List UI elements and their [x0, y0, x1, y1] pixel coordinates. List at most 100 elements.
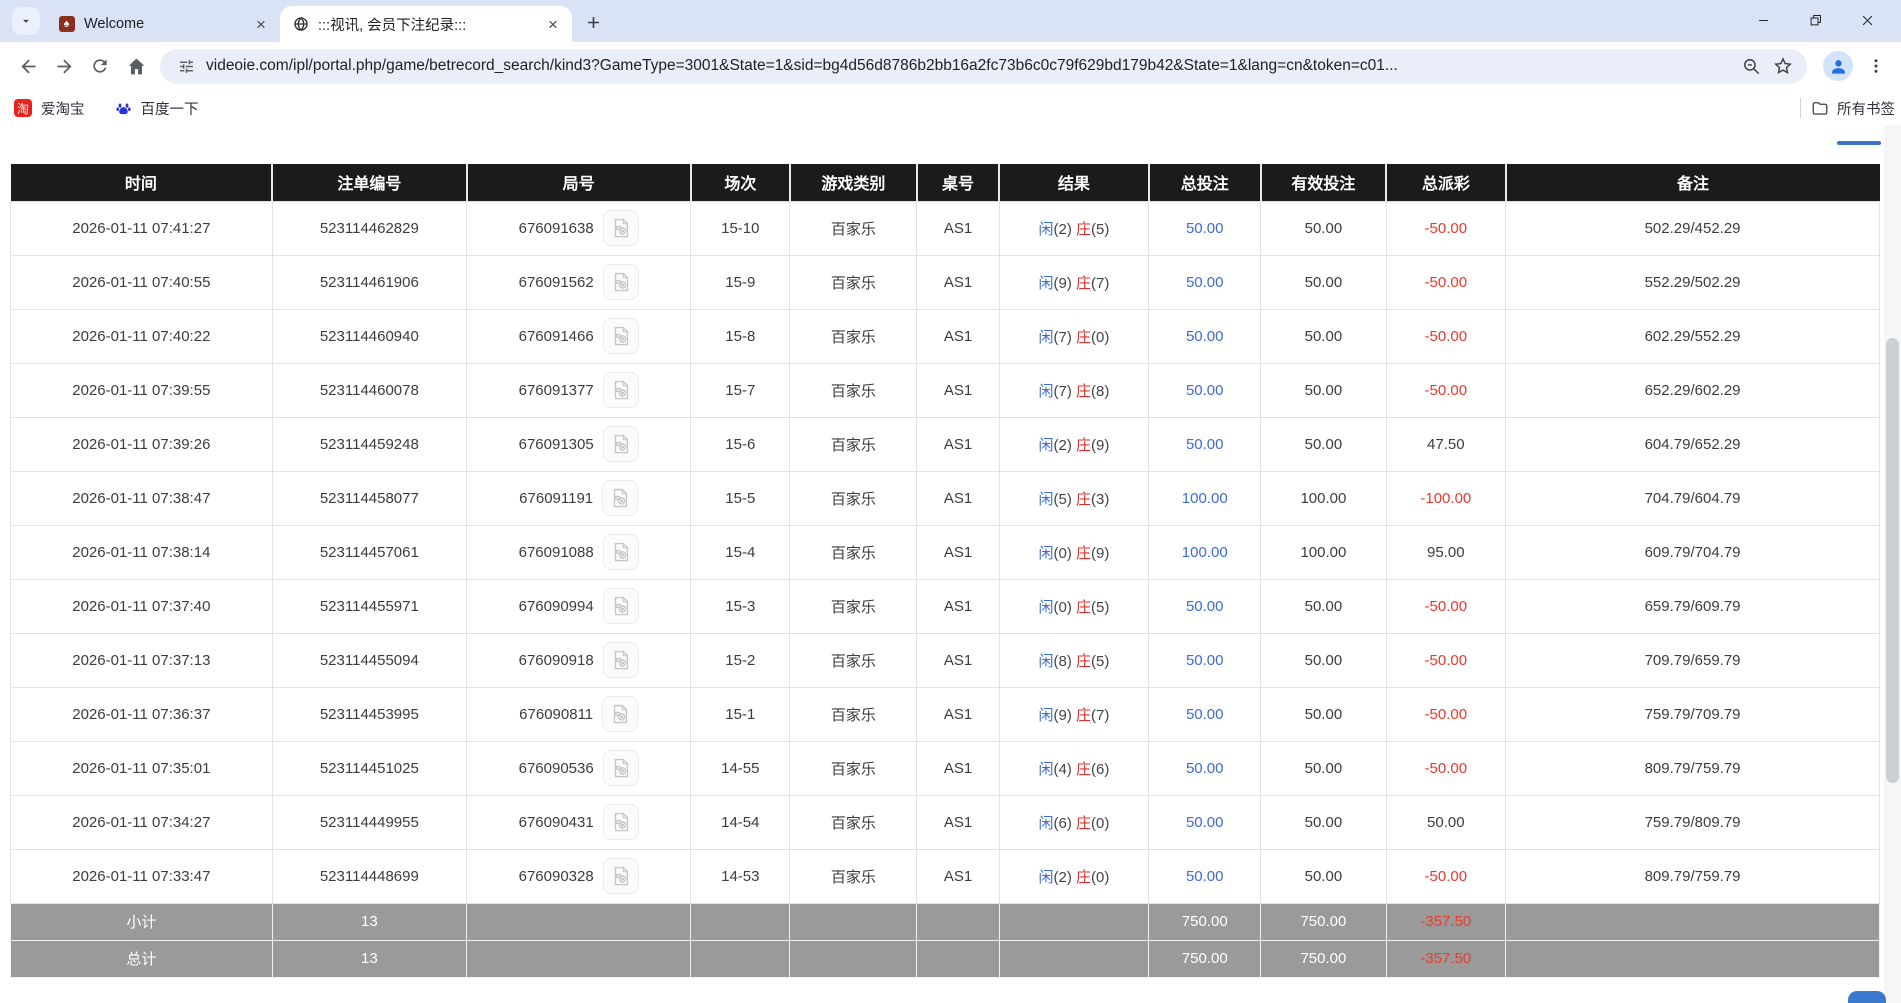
video-replay-button[interactable] [602, 318, 639, 354]
cell-total-bet[interactable]: 50.00 [1148, 200, 1262, 256]
result-banker: 庄 [1076, 868, 1092, 886]
tab-close-icon[interactable]: × [256, 14, 266, 34]
result-banker-score: (7) [1091, 274, 1110, 292]
cell-total-bet[interactable]: 50.00 [1148, 686, 1262, 742]
video-replay-button[interactable] [602, 642, 639, 678]
tab-search-button[interactable] [12, 7, 40, 35]
cell-round: 676091562 [466, 254, 692, 310]
cell-total-bet[interactable]: 50.00 [1148, 578, 1262, 634]
cell-total-bet[interactable]: 100.00 [1148, 524, 1262, 580]
cell-note: 809.79/759.79 [1505, 848, 1880, 904]
restore-button[interactable] [1789, 3, 1841, 37]
table-row: 2026-01-11 07:41:27 523114462829 676091638… [10, 200, 1880, 256]
minimize-button[interactable] [1737, 3, 1789, 37]
bookmark-star-button[interactable] [1767, 50, 1799, 82]
cell-valid-bet: 50.00 [1260, 632, 1387, 688]
cell-round: 676090431 [466, 794, 692, 850]
cell-time: 2026-01-11 07:34:27 [10, 794, 273, 850]
tab-close-icon[interactable]: × [548, 14, 558, 34]
address-bar[interactable]: videoie.com/ipl/portal.php/game/betrecor… [160, 48, 1807, 84]
cell-result: 闲(5) 庄(3) [998, 470, 1150, 526]
round-number: 676090811 [519, 705, 594, 723]
video-replay-button[interactable] [602, 696, 639, 732]
empty-cell [1505, 902, 1880, 941]
cell-session: 14-55 [690, 740, 791, 796]
zoom-indicator-button[interactable] [1735, 50, 1767, 82]
cell-session: 15-6 [690, 416, 791, 472]
cell-game-type: 百家乐 [789, 578, 918, 634]
video-replay-button[interactable] [602, 804, 639, 840]
tab-bet-record[interactable]: :::视讯, 会员下注纪录::: × [280, 6, 572, 42]
cell-total-bet[interactable]: 50.00 [1148, 848, 1262, 904]
home-button[interactable] [118, 48, 154, 84]
cell-payout: -50.00 [1385, 632, 1507, 688]
cell-total-bet[interactable]: 50.00 [1148, 254, 1262, 310]
result-banker-score: (5) [1091, 220, 1110, 238]
video-replay-button[interactable] [602, 210, 639, 246]
empty-cell [690, 902, 791, 941]
video-file-icon [614, 380, 628, 400]
scroll-top-button[interactable] [1848, 991, 1886, 1003]
profile-avatar[interactable] [1823, 51, 1853, 81]
empty-cell [466, 902, 692, 941]
cell-payout: 50.00 [1385, 794, 1507, 850]
video-replay-button[interactable] [602, 858, 639, 894]
home-icon [128, 58, 144, 74]
video-replay-button[interactable] [602, 426, 639, 462]
cell-session: 15-3 [690, 578, 791, 634]
bookmark-aitaobao[interactable]: 淘 爱淘宝 [14, 98, 85, 119]
cell-total-bet[interactable]: 100.00 [1148, 470, 1262, 526]
bookmark-baidu[interactable]: 百度一下 [115, 98, 199, 119]
cell-result: 闲(4) 庄(6) [998, 740, 1150, 796]
close-window-button[interactable] [1841, 3, 1893, 37]
cell-total-bet[interactable]: 50.00 [1148, 740, 1262, 796]
reload-button[interactable] [82, 48, 118, 84]
result-banker: 庄 [1076, 382, 1092, 400]
result-banker: 庄 [1076, 436, 1092, 454]
cell-valid-bet: 50.00 [1260, 686, 1387, 742]
result-player: 闲 [1038, 328, 1054, 346]
cell-total-bet[interactable]: 50.00 [1148, 416, 1262, 472]
cell-table: AS1 [916, 632, 1000, 688]
video-file-icon [614, 758, 628, 778]
cell-total-bet[interactable]: 50.00 [1148, 362, 1262, 418]
cell-round: 676091377 [466, 362, 692, 418]
video-replay-button[interactable] [602, 264, 639, 300]
video-replay-button[interactable] [602, 534, 639, 570]
forward-button[interactable] [46, 48, 82, 84]
vertical-scrollbar[interactable] [1884, 126, 1901, 1003]
cell-result: 闲(0) 庄(5) [998, 578, 1150, 634]
video-file-icon [614, 218, 628, 238]
result-player: 闲 [1038, 652, 1054, 670]
cell-total-bet[interactable]: 50.00 [1148, 632, 1262, 688]
all-bookmarks-button[interactable]: 所有书签 [1811, 98, 1895, 119]
cell-bet-id: 523114448699 [271, 848, 468, 904]
cell-session: 15-10 [690, 200, 791, 256]
restore-icon [1810, 14, 1821, 25]
site-info-icon[interactable] [172, 52, 200, 80]
table-row: 2026-01-11 07:34:27 523114449955 676090431… [10, 794, 1880, 850]
video-replay-button[interactable] [602, 750, 639, 786]
video-replay-button[interactable] [602, 480, 639, 516]
table-row: 2026-01-11 07:37:13 523114455094 676090918… [10, 632, 1880, 688]
video-replay-button[interactable] [602, 372, 639, 408]
browser-menu-button[interactable] [1861, 51, 1891, 81]
back-button[interactable] [10, 48, 46, 84]
cell-time: 2026-01-11 07:38:14 [10, 524, 273, 580]
cell-total-bet[interactable]: 50.00 [1148, 308, 1262, 364]
bookmarks-bar-right: 所有书签 [1800, 90, 1897, 126]
result-banker: 庄 [1076, 760, 1092, 778]
url-text: videoie.com/ipl/portal.php/game/betrecor… [206, 57, 1398, 74]
video-replay-button[interactable] [602, 588, 639, 624]
empty-cell [789, 902, 918, 941]
forward-arrow-icon [57, 59, 71, 73]
bookmarks-bar: 淘 爱淘宝 百度一下 所有书签 [0, 90, 1901, 126]
result-banker: 庄 [1076, 328, 1092, 346]
cell-total-bet[interactable]: 50.00 [1148, 794, 1262, 850]
scrollbar-thumb[interactable] [1886, 338, 1899, 783]
new-tab-button[interactable] [578, 7, 608, 37]
cell-round: 676090918 [466, 632, 692, 688]
cell-note: 502.29/452.29 [1505, 200, 1880, 256]
result-banker: 庄 [1076, 814, 1092, 832]
tab-welcome[interactable]: ♠ Welcome × [46, 6, 280, 42]
